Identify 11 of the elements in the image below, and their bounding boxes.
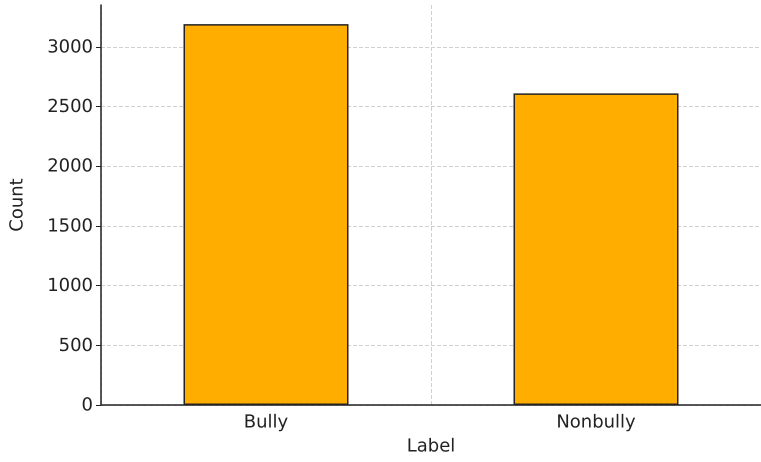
y-axis-title: Count (6, 178, 28, 232)
y-tick-label: 500 (58, 334, 93, 356)
y-tick-label: 1500 (47, 215, 93, 236)
y-tick-label: 3000 (47, 36, 93, 58)
y-tick-label: 1000 (47, 275, 93, 296)
x-axis-title: Label (406, 436, 456, 456)
y-tick-label: 0 (82, 394, 93, 416)
x-tick-label: Bully (244, 412, 289, 432)
x-tick-label: Nonbully (556, 412, 636, 432)
y-tick-label: 2000 (47, 156, 93, 177)
y-tick-label: 2500 (47, 96, 93, 117)
